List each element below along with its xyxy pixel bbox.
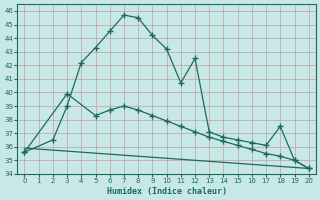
X-axis label: Humidex (Indice chaleur): Humidex (Indice chaleur) bbox=[107, 187, 227, 196]
